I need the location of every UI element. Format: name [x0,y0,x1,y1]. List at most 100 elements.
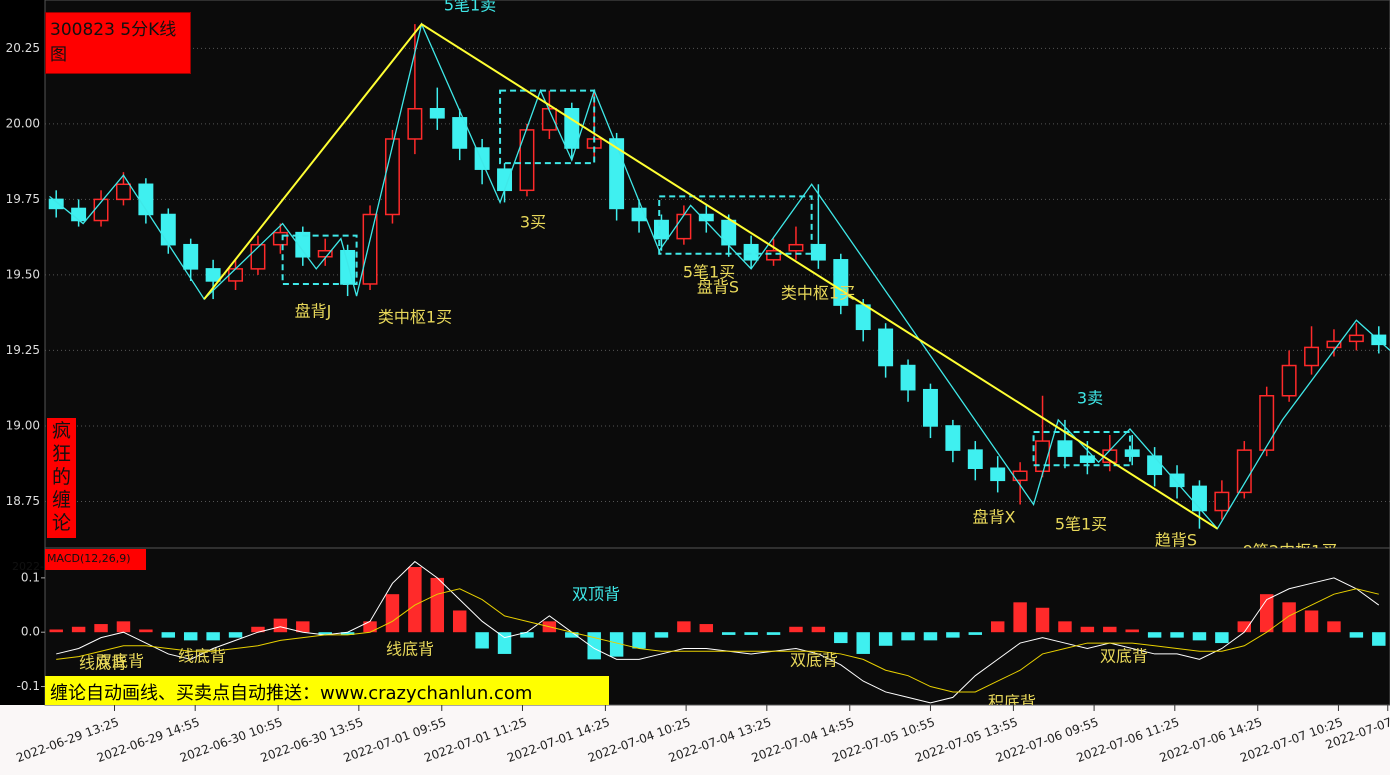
y-tick-label: -0.1 [17,679,40,693]
macd-bar [116,621,131,633]
stroke-line [49,22,1390,530]
annotation: 双顶背 [572,585,620,604]
candle-body [407,108,423,140]
macd-bar [1058,621,1072,633]
macd-bar [968,632,983,635]
candle-body [1169,473,1185,488]
annotation: 盘背J [295,302,332,321]
candle-body [1079,455,1095,463]
macd-bar [587,632,601,660]
macd-bar [520,632,534,638]
candle-body [1236,449,1252,494]
candle-body [205,268,221,282]
candle-body [1147,455,1163,476]
candle-body [362,213,378,285]
side-label: 疯狂的缠论 [47,418,76,538]
macd-bar [699,624,714,633]
macd-plot [49,560,1386,704]
candle-body [855,304,871,331]
macd-bar [923,632,938,641]
macd-bar [497,632,512,654]
macd-bar [1035,607,1050,633]
macd-bar [677,621,691,633]
macd-title: MACD(12,26,9) [45,549,146,570]
macd-bar [251,626,265,633]
macd-bar [1080,626,1095,633]
candle-body [295,231,311,258]
annotation: 5笔1买 [1055,515,1107,534]
annotation: 线底背 [386,640,434,659]
candle-body [48,198,64,210]
main-plot [45,22,1390,530]
candle-body [497,168,513,192]
macd-bar [228,632,243,638]
candle-body [833,259,849,306]
y-tick-label: 20.25 [6,41,40,55]
macd-bar [721,632,736,635]
candle-body [788,243,804,252]
macd-bar [1215,632,1229,644]
candle-body [160,213,176,246]
macd-bar [161,632,176,638]
candle-body [1259,394,1275,451]
y-tick-label: 0.1 [21,570,40,584]
annotation: 5笔1卖 [444,0,496,15]
macd-bar [273,618,288,633]
candle-body [609,138,625,210]
macd-bar [1192,632,1207,641]
annotation: 积底背 [988,693,1036,712]
annotation: 趋背S [1155,531,1197,550]
candle-body [653,219,669,240]
macd-bar [990,621,1005,633]
annotation: 3卖 [1077,389,1103,408]
candle-body [317,249,333,258]
macd-bar [408,567,422,633]
macd-bar [1103,626,1117,633]
candle-body [631,207,647,222]
candle-body [810,243,826,261]
macd-bar [1372,632,1386,646]
macd-bar [475,632,489,649]
y-tick-label: 20.00 [6,116,40,130]
dea-line [56,588,1379,693]
candle-body [766,249,782,261]
candle-body [1191,485,1207,512]
pivot-box [658,195,813,255]
candle-body [228,268,244,282]
candle-body [945,425,961,451]
macd-bar [1349,632,1364,638]
candle-body [900,364,916,391]
candle-body [1214,491,1230,512]
annotation: 9笔2中枢1买 [1243,542,1338,561]
y-tick-label: 19.75 [6,192,40,206]
candle-body [384,138,400,216]
macd-bar [1125,629,1139,633]
macd-bar [1147,632,1162,638]
candle-body [967,449,983,469]
candle-body [564,108,580,149]
candle-body [698,213,714,222]
annotation: 线底背 [178,647,226,666]
macd-bar [946,632,960,638]
macd-bar [385,594,400,633]
macd-bar [856,632,870,654]
macd-bar [296,621,310,633]
banner: 缠论自动画线、买卖点自动推送：www.crazychanlun.com [45,676,609,705]
macd-bar [1013,602,1027,633]
macd-bar [1237,621,1252,633]
macd-bar [744,632,758,635]
macd-bar [565,632,579,638]
macd-bar [340,632,355,635]
candle-body [115,183,131,201]
corner-label: 2022- [12,560,44,573]
annotation: 双底背 [1100,647,1148,666]
macd-bar [430,577,445,633]
macd-bar [632,632,646,649]
dif-line [56,560,1380,704]
candle-body [1281,364,1297,397]
annotation: 5笔1买 [683,263,735,282]
candle-body [743,243,759,261]
pivot-box [281,234,358,285]
annotation: 类中枢1买 [781,284,855,303]
